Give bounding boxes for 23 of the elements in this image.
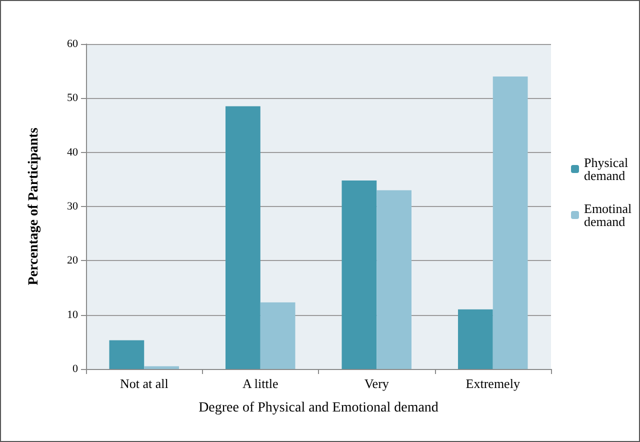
- x-tick-label: A little: [242, 376, 278, 391]
- bar: [492, 76, 528, 369]
- y-tick-label: 30: [67, 200, 78, 212]
- bar: [226, 106, 260, 369]
- x-axis-title: Degree of Physical and Emotional demand: [198, 400, 438, 416]
- y-tick-label: 40: [67, 146, 78, 158]
- legend-label: Physical demand: [584, 155, 632, 183]
- bar: [342, 180, 377, 369]
- bar: [458, 309, 493, 369]
- x-tick-label: Very: [364, 376, 390, 391]
- bar: [376, 190, 412, 369]
- y-tick-label: 0: [72, 363, 78, 375]
- bar: [109, 340, 144, 369]
- legend-label: Emotinal demand: [584, 201, 635, 229]
- y-axis-title: Percentage of Participants: [26, 127, 42, 286]
- y-tick-label: 50: [67, 92, 78, 104]
- bar: [260, 302, 296, 369]
- y-tick-label: 20: [67, 254, 78, 267]
- bar: [144, 366, 179, 369]
- y-tick-label: 10: [67, 308, 78, 321]
- y-tick-label: 60: [67, 38, 78, 50]
- x-tick-label: Not at all: [120, 376, 169, 391]
- x-tick-label: Extremely: [466, 376, 520, 391]
